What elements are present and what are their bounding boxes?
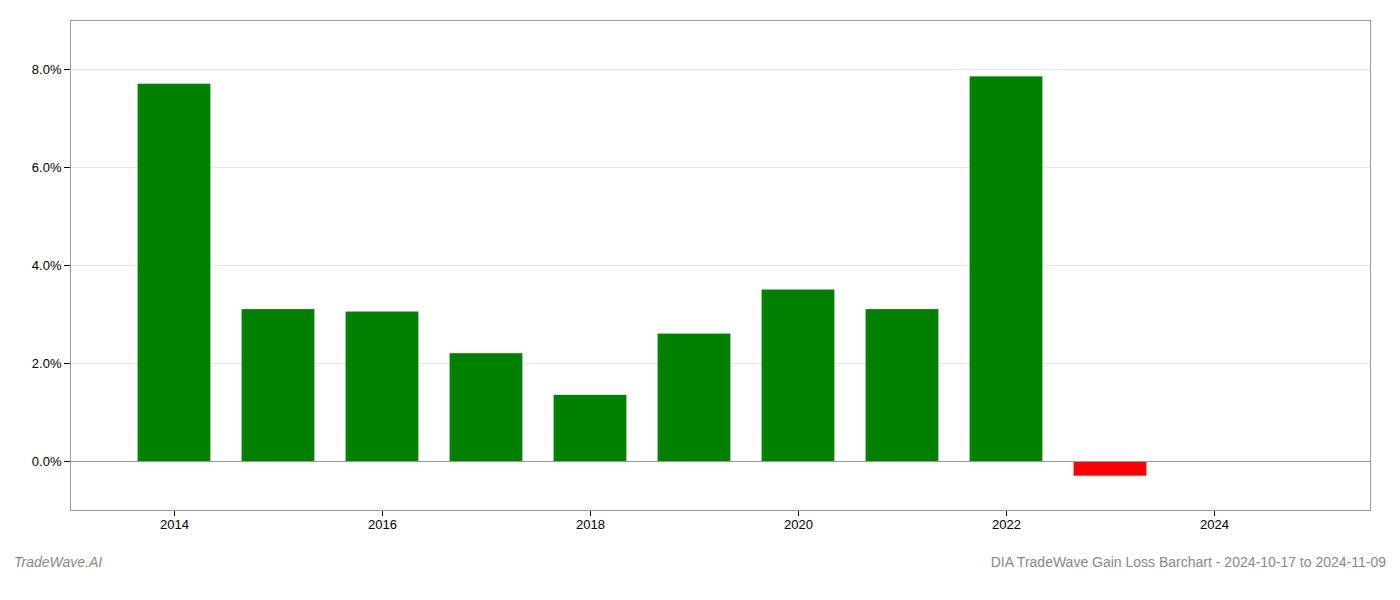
svg-text:6.0%: 6.0%: [32, 160, 62, 175]
html-text:TradeWave.AI: TradeWave.AI: [14, 554, 103, 570]
svg-text:4.0%: 4.0%: [32, 258, 62, 273]
svg-text:2.0%: 2.0%: [32, 356, 62, 371]
svg-text:2014: 2014: [160, 517, 189, 532]
svg-text:2020: 2020: [784, 517, 813, 532]
svg-text:2016: 2016: [368, 517, 397, 532]
svg-text:8.0%: 8.0%: [32, 62, 62, 77]
svg-text:2022: 2022: [992, 517, 1021, 532]
svg-text:0.0%: 0.0%: [32, 454, 62, 469]
svg-text:2024: 2024: [1200, 517, 1229, 532]
svg-text:2018: 2018: [576, 517, 605, 532]
html-text:DIA TradeWave Gain Loss Barcha: DIA TradeWave Gain Loss Barchart - 2024-…: [990, 554, 1386, 570]
